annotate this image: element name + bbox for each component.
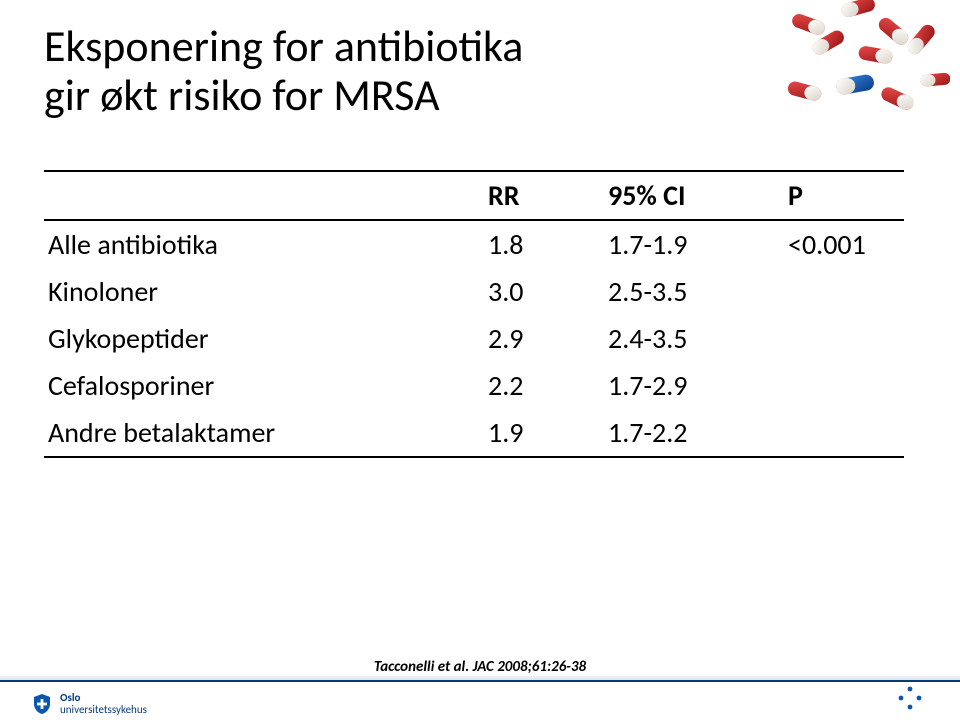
header-ci: 95% CI (604, 171, 784, 220)
cell-rr: 3.0 (484, 268, 604, 315)
title-line-1: Eksponering for antibiotika (44, 19, 523, 73)
cell-p (784, 268, 904, 315)
cell-ci: 2.5-3.5 (604, 268, 784, 315)
footer: Oslo universitetssykehus (0, 662, 960, 722)
footer-dots-icon (896, 684, 924, 712)
cell-p: <0.001 (784, 220, 904, 268)
cell-label: Alle antibiotika (44, 220, 484, 268)
cell-label: Cefalosporiner (44, 362, 484, 409)
table-row: Kinoloner 3.0 2.5-3.5 (44, 268, 904, 315)
table-row: Glykopeptider 2.9 2.4-3.5 (44, 315, 904, 362)
slide: Eksponering for antibiotika gir økt risi… (0, 0, 960, 722)
cell-rr: 1.8 (484, 220, 604, 268)
cell-label: Glykopeptider (44, 315, 484, 362)
footer-band (0, 676, 960, 682)
cell-p (784, 362, 904, 409)
cell-ci: 1.7-1.9 (604, 220, 784, 268)
table-row: Cefalosporiner 2.2 1.7-2.9 (44, 362, 904, 409)
pills-illustration (780, 0, 950, 130)
cell-rr: 2.2 (484, 362, 604, 409)
cell-p (784, 409, 904, 457)
cell-ci: 2.4-3.5 (604, 315, 784, 362)
title-line-2: gir økt risiko for MRSA (44, 68, 440, 122)
cell-rr: 2.9 (484, 315, 604, 362)
footer-logo: Oslo universitetssykehus (30, 692, 147, 716)
cell-rr: 1.9 (484, 409, 604, 457)
cell-ci: 1.7-2.2 (604, 409, 784, 457)
cell-ci: 1.7-2.9 (604, 362, 784, 409)
cell-label: Kinoloner (44, 268, 484, 315)
footer-logo-text: Oslo universitetssykehus (60, 692, 147, 715)
hospital-shield-icon (30, 692, 54, 716)
header-label (44, 171, 484, 220)
header-p: P (784, 171, 904, 220)
table-header-row: RR 95% CI P (44, 171, 904, 220)
slide-title: Eksponering for antibiotika gir økt risi… (44, 22, 684, 121)
table-row: Alle antibiotika 1.8 1.7-1.9 <0.001 (44, 220, 904, 268)
cell-label: Andre betalaktamer (44, 409, 484, 457)
logo-line-2: universitetssykehus (60, 704, 147, 716)
risk-table: RR 95% CI P Alle antibiotika 1.8 1.7-1.9… (44, 170, 904, 458)
table-row: Andre betalaktamer 1.9 1.7-2.2 (44, 409, 904, 457)
cell-p (784, 315, 904, 362)
header-rr: RR (484, 171, 604, 220)
